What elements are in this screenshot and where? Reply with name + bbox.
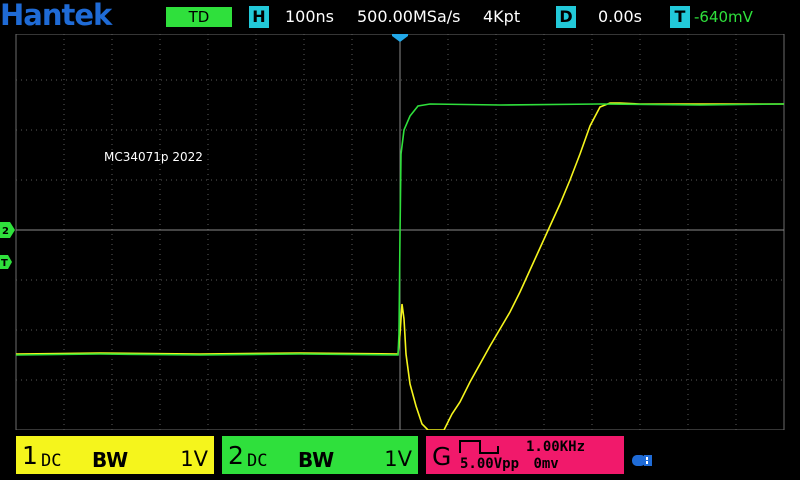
ch2-scale: 1V [384,447,412,471]
svg-text:T: T [1,258,8,269]
ch2-coupling: DC [247,451,268,471]
ch1-settings[interactable]: 1 DC BW 1V [16,436,214,474]
bottom-status-bar: 1 DC BW 1V 2 DC BW 1V G 1.00KHz 5.00Vpp … [0,436,800,476]
screen-annotation: MC34071p 2022 [104,150,203,164]
generator-frequency: 1.00KHz [526,439,586,455]
memory-depth-value[interactable]: 4Kpt [483,7,521,26]
delay-value[interactable]: 0.00s [598,7,642,26]
trigger-level-value[interactable]: -640mV [694,8,753,26]
waveform-display[interactable]: MC34071p 2022 2 T [0,34,800,430]
square-wave-icon [459,440,499,454]
horizontal-icon: H [249,6,269,28]
ch1-bw-limit: BW [92,448,129,472]
generator-vpp: 5.00Vpp [460,456,520,472]
ch2-waveform [15,103,785,356]
generator-amplitude: 5.00Vpp 0mv [460,456,559,472]
mode-indicator[interactable]: TD [166,7,232,27]
trigger-icon: T [670,6,690,28]
svg-text:2: 2 [2,226,9,237]
sample-rate-value: 500.00MSa/s [357,7,461,26]
top-status-bar: Hantek TD H 100ns 500.00MSa/s 4Kpt D 0.0… [0,0,800,34]
ch2-number: 2 [228,441,244,470]
usb-icon [632,455,652,466]
generator-settings[interactable]: G 1.00KHz 5.00Vpp 0mv [426,436,624,474]
generator-offset: 0mv [533,456,559,472]
ch1-waveform [15,102,784,430]
ch1-number: 1 [22,441,38,470]
ch1-coupling: DC [41,451,62,471]
trigger-position-marker[interactable] [392,34,408,42]
ch2-ground-marker[interactable]: 2 [0,222,15,238]
ch2-settings[interactable]: 2 DC BW 1V [222,436,418,474]
trigger-level-marker[interactable]: T [0,255,12,269]
generator-label: G [432,442,452,471]
delay-icon: D [556,6,576,28]
ch2-bw-limit: BW [298,448,335,472]
hantek-logo: Hantek [0,0,112,32]
ch1-scale: 1V [180,447,208,471]
timebase-value[interactable]: 100ns [285,7,335,26]
